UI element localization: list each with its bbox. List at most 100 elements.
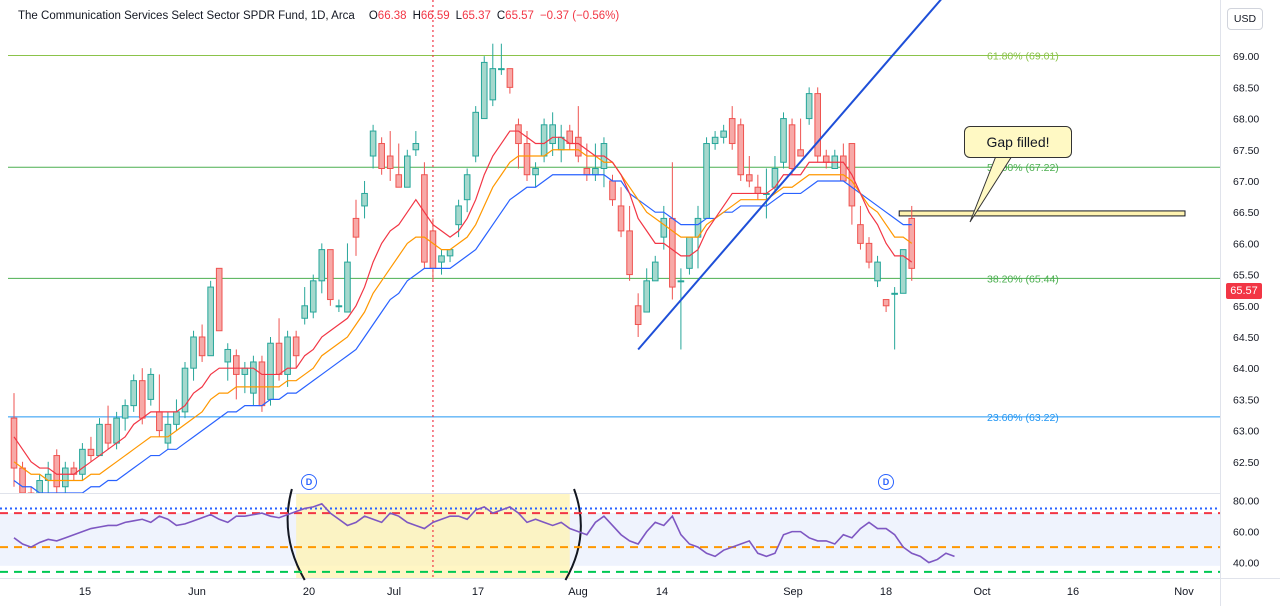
candle-body bbox=[857, 224, 864, 244]
candle-body bbox=[62, 467, 69, 488]
high-label: H bbox=[412, 10, 421, 22]
candle-body bbox=[207, 286, 214, 357]
price-tick-label: 66.00 bbox=[1233, 238, 1259, 250]
currency-button[interactable]: USD bbox=[1227, 8, 1263, 30]
open-label: O bbox=[368, 10, 378, 22]
price-tick-label: 63.50 bbox=[1233, 394, 1259, 406]
candle-body bbox=[498, 68, 505, 71]
ema-slow-line bbox=[13, 174, 912, 493]
candle-body bbox=[617, 205, 625, 232]
candle-body bbox=[523, 143, 531, 176]
candle-body bbox=[113, 417, 120, 444]
candle-body bbox=[737, 124, 745, 176]
candle-body bbox=[814, 93, 822, 157]
candle-body bbox=[404, 155, 411, 188]
fib-level-label: 38.20% (65.44) bbox=[987, 273, 1059, 285]
candle-body bbox=[10, 417, 18, 469]
candle-body bbox=[147, 373, 155, 400]
price-tick-label: 68.50 bbox=[1233, 82, 1259, 94]
time-tick-label: 14 bbox=[656, 586, 668, 598]
candle-body bbox=[53, 455, 61, 488]
candle-body bbox=[797, 149, 804, 157]
candle-body bbox=[395, 174, 403, 188]
time-tick-label: 20 bbox=[303, 586, 315, 598]
candle-body bbox=[369, 130, 377, 157]
candle-body bbox=[455, 205, 462, 226]
candle-body bbox=[583, 167, 591, 176]
low-value: 65.37 bbox=[462, 10, 491, 22]
gap-filled-callout[interactable]: Gap filled! bbox=[964, 126, 1072, 158]
candle-body bbox=[703, 143, 710, 219]
candle-body bbox=[720, 130, 727, 138]
candle-body bbox=[327, 249, 334, 301]
candle-body bbox=[19, 467, 26, 493]
candle-body bbox=[87, 448, 95, 457]
time-tick-label: 16 bbox=[1067, 586, 1079, 598]
price-tick-label: 62.50 bbox=[1233, 457, 1259, 469]
candle-body bbox=[233, 355, 240, 375]
candle-body bbox=[352, 217, 360, 238]
rsi-tick-label: 40.00 bbox=[1233, 558, 1259, 570]
candle-body bbox=[506, 68, 514, 88]
candle-body bbox=[429, 230, 437, 269]
last-price-tag: 65.57 bbox=[1226, 283, 1262, 299]
candle-body bbox=[250, 361, 257, 394]
price-tick-label: 68.00 bbox=[1233, 114, 1259, 126]
candle-body bbox=[549, 124, 556, 145]
close-label: C bbox=[496, 10, 506, 22]
candle-body bbox=[241, 367, 249, 375]
price-tick-label: 69.00 bbox=[1233, 51, 1259, 63]
low-label: L bbox=[455, 10, 463, 22]
candle-body bbox=[788, 124, 796, 169]
candle-body bbox=[96, 423, 103, 457]
dividend-marker[interactable]: D bbox=[301, 474, 317, 490]
candle-body bbox=[532, 167, 539, 176]
ema-fast-line bbox=[13, 130, 913, 475]
dividend-marker[interactable]: D bbox=[878, 474, 894, 490]
candle-body bbox=[660, 217, 668, 238]
candle-body bbox=[865, 242, 873, 263]
candle-body bbox=[284, 336, 291, 375]
time-tick-label: 18 bbox=[880, 586, 892, 598]
time-tick-label: Jul bbox=[387, 586, 401, 598]
time-tick-label: Nov bbox=[1174, 586, 1194, 598]
gap-zone bbox=[898, 210, 1186, 217]
candle-body bbox=[104, 423, 112, 444]
candle-body bbox=[378, 143, 385, 169]
candle-body bbox=[899, 249, 907, 294]
candle-body bbox=[121, 405, 129, 419]
candle-body bbox=[805, 93, 813, 120]
candle-body bbox=[677, 280, 685, 283]
candle-body bbox=[164, 423, 172, 444]
trendline bbox=[637, 0, 942, 351]
candle-body bbox=[309, 280, 317, 313]
candle-body bbox=[301, 305, 308, 319]
price-tick-label: 64.50 bbox=[1233, 332, 1259, 344]
chart-header: The Communication Services Select Sector… bbox=[18, 10, 619, 22]
rsi-band bbox=[0, 513, 1220, 566]
candle-body bbox=[386, 155, 394, 169]
candle-body bbox=[156, 411, 163, 432]
candle-body bbox=[318, 249, 326, 282]
candle-body bbox=[840, 155, 847, 182]
high-value: 66.59 bbox=[420, 10, 450, 22]
candle-body bbox=[669, 217, 676, 288]
price-tick-label: 67.00 bbox=[1233, 176, 1259, 188]
candles-group bbox=[10, 43, 916, 493]
candle-body bbox=[463, 174, 471, 201]
time-tick-label: Sep bbox=[783, 586, 803, 598]
candle-body bbox=[643, 280, 651, 313]
candle-body bbox=[634, 305, 642, 326]
price-tick-label: 66.50 bbox=[1233, 207, 1259, 219]
open-value: 66.38 bbox=[377, 10, 407, 22]
candle-body bbox=[215, 267, 223, 332]
fib-level-label: 23.60% (63.22) bbox=[987, 412, 1059, 424]
candle-body bbox=[686, 236, 693, 269]
fib-level-label: 61.80% (69.01) bbox=[987, 51, 1059, 63]
candle-body bbox=[711, 136, 719, 145]
candle-body bbox=[651, 261, 659, 282]
candle-body bbox=[130, 380, 137, 407]
candle-body bbox=[728, 118, 736, 145]
close-value: 65.57 bbox=[505, 10, 534, 22]
